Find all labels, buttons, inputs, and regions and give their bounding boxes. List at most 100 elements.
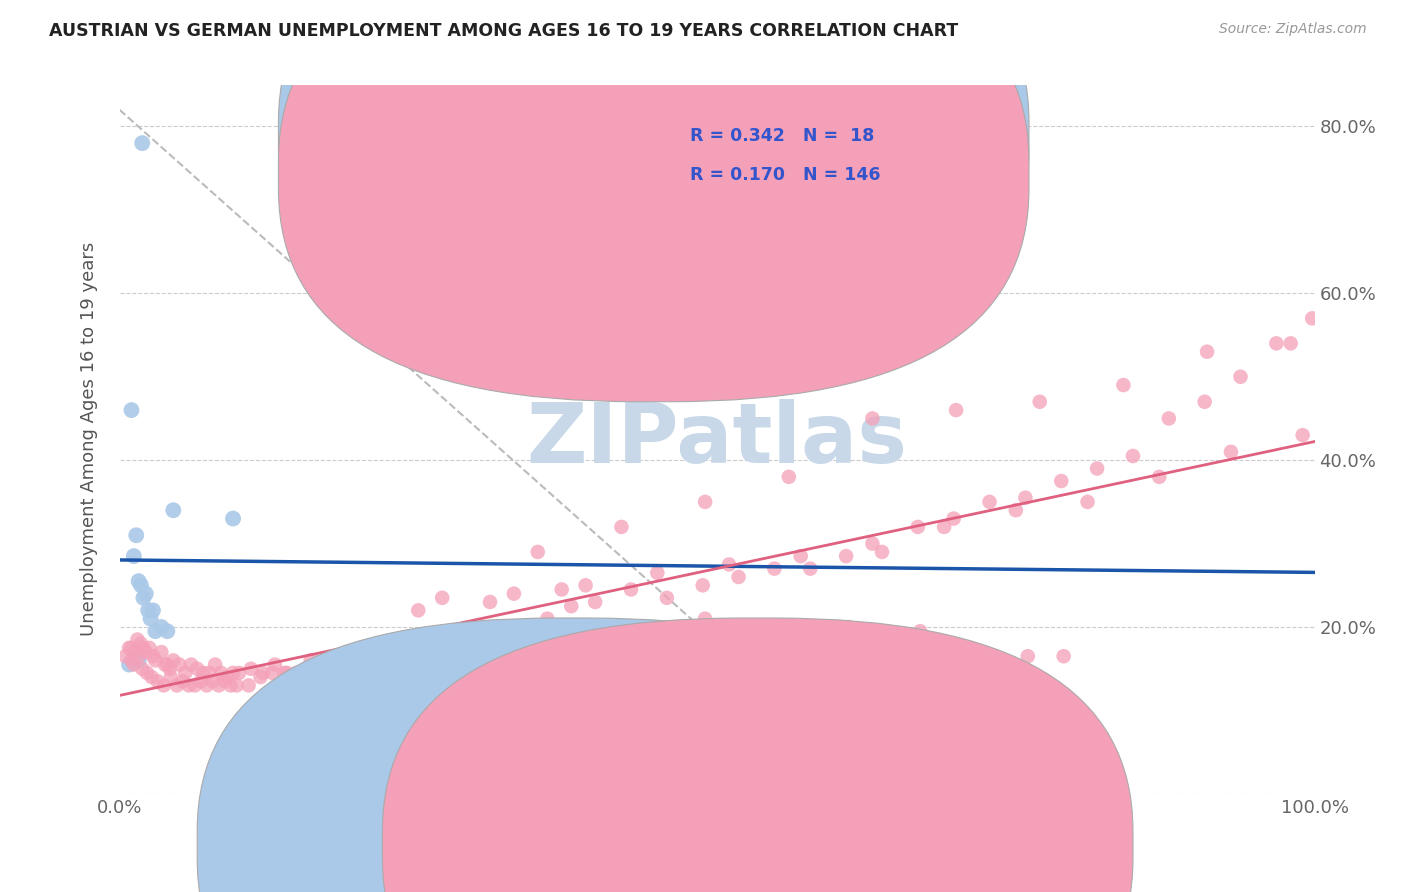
Point	[142, 603, 165, 617]
Point	[239, 662, 263, 676]
Point	[727, 570, 749, 584]
Point	[321, 657, 343, 672]
Point	[156, 657, 179, 672]
Point	[440, 632, 463, 647]
Point	[1220, 445, 1243, 459]
Point	[527, 545, 550, 559]
Point	[273, 665, 295, 680]
Point	[169, 657, 191, 672]
Point	[204, 657, 226, 672]
Point	[1014, 491, 1036, 505]
Point	[131, 662, 153, 676]
Point	[551, 582, 574, 597]
Point	[299, 653, 322, 667]
Point	[141, 670, 163, 684]
Point	[718, 558, 741, 572]
Point	[132, 591, 155, 605]
Point	[214, 674, 236, 689]
Point	[252, 665, 274, 680]
Point	[395, 649, 418, 664]
Point	[1122, 449, 1144, 463]
Point	[309, 657, 332, 672]
Point	[276, 665, 298, 680]
Point	[142, 649, 165, 664]
Point	[162, 653, 184, 667]
Point	[121, 403, 143, 417]
Point	[136, 665, 159, 680]
Point	[121, 640, 143, 655]
Point	[862, 536, 884, 550]
Point	[222, 665, 245, 680]
Text: Source: ZipAtlas.com: Source: ZipAtlas.com	[1219, 22, 1367, 37]
Point	[222, 511, 245, 525]
Text: AUSTRIAN VS GERMAN UNEMPLOYMENT AMONG AGES 16 TO 19 YEARS CORRELATION CHART: AUSTRIAN VS GERMAN UNEMPLOYMENT AMONG AG…	[49, 22, 959, 40]
Point	[135, 587, 157, 601]
Point	[264, 657, 287, 672]
Point	[136, 603, 159, 617]
Point	[180, 657, 202, 672]
Point	[419, 649, 441, 664]
Point	[238, 678, 260, 692]
Point	[1197, 344, 1219, 359]
Point	[488, 624, 510, 639]
Point	[145, 624, 166, 639]
Point	[166, 678, 188, 692]
Point	[1004, 503, 1026, 517]
Point	[730, 640, 752, 655]
Point	[560, 599, 582, 614]
Point	[262, 665, 284, 680]
Point	[127, 632, 149, 647]
Point	[125, 528, 148, 542]
Point	[128, 653, 150, 667]
Point	[870, 545, 893, 559]
Point	[491, 657, 513, 672]
Point	[692, 578, 714, 592]
Point	[907, 520, 929, 534]
Point	[195, 678, 218, 692]
Point	[118, 640, 141, 655]
Point	[333, 657, 356, 672]
Point	[586, 649, 609, 664]
Point	[979, 495, 1001, 509]
Point	[562, 640, 585, 655]
Point	[162, 503, 184, 517]
Point	[285, 665, 308, 680]
Point	[658, 640, 681, 655]
Text: Germans: Germans	[787, 835, 862, 853]
Point	[150, 620, 173, 634]
Point	[131, 136, 153, 150]
Point	[152, 678, 174, 692]
FancyBboxPatch shape	[603, 103, 932, 209]
Point	[191, 665, 215, 680]
Point	[128, 649, 150, 664]
Point	[336, 653, 357, 667]
Text: Austrians: Austrians	[600, 835, 678, 853]
Point	[763, 561, 786, 575]
Point	[209, 665, 232, 680]
FancyBboxPatch shape	[278, 0, 1029, 401]
Point	[1194, 394, 1216, 409]
Point	[1279, 336, 1302, 351]
Point	[515, 640, 537, 655]
Point	[432, 591, 454, 605]
Point	[153, 657, 176, 672]
Point	[1157, 411, 1180, 425]
Point	[862, 411, 884, 425]
Point	[198, 665, 221, 680]
Point	[1265, 336, 1288, 351]
Point	[172, 674, 194, 689]
Point	[208, 678, 231, 692]
Point	[416, 632, 439, 647]
Point	[873, 645, 896, 659]
Point	[610, 520, 633, 534]
Point	[945, 649, 967, 664]
Point	[801, 628, 824, 642]
Point	[512, 620, 534, 634]
Point	[160, 670, 183, 684]
Point	[150, 645, 173, 659]
Point	[1149, 470, 1171, 484]
Point	[655, 591, 678, 605]
Point	[177, 678, 200, 692]
Point	[478, 595, 502, 609]
Point	[790, 549, 813, 563]
